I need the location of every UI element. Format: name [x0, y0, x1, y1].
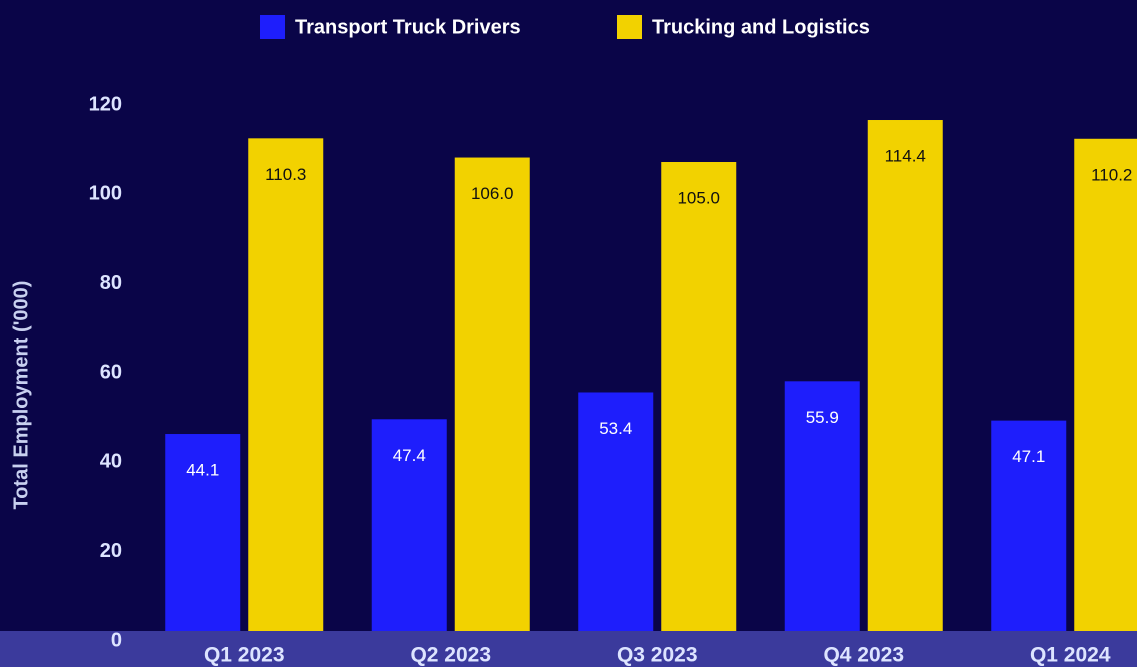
- value-label: 47.4: [393, 446, 426, 465]
- bar: [867, 120, 943, 631]
- x-tick-label: Q2 2023: [410, 644, 491, 667]
- y-tick-label: 40: [100, 451, 122, 473]
- x-tick-label: Q3 2023: [617, 644, 698, 667]
- bar: [578, 392, 654, 631]
- y-tick-label: 80: [100, 272, 122, 294]
- value-label: 110.2: [1091, 165, 1132, 184]
- value-label: 44.1: [186, 461, 219, 480]
- legend-swatch: [617, 15, 642, 39]
- value-label: 53.4: [599, 419, 632, 438]
- legend-swatch: [260, 15, 285, 39]
- x-tick-label: Q1 2024: [1030, 644, 1111, 667]
- y-tick-label: 60: [100, 361, 122, 383]
- legend-label: Trucking and Logistics: [652, 16, 870, 38]
- bar: [661, 162, 737, 631]
- value-label: 47.1: [1012, 447, 1045, 466]
- x-tick-label: Q4 2023: [823, 644, 904, 667]
- value-label: 110.3: [265, 165, 306, 184]
- bar: [248, 138, 324, 631]
- value-label: 55.9: [806, 408, 839, 427]
- value-label: 106.0: [471, 184, 514, 203]
- bar: [1074, 138, 1137, 632]
- value-label: 105.0: [677, 188, 720, 207]
- y-tick-label: 100: [89, 183, 122, 205]
- bar: [371, 419, 447, 631]
- legend-label: Transport Truck Drivers: [295, 16, 521, 38]
- bar: [784, 381, 860, 631]
- y-tick-label: 20: [100, 540, 122, 562]
- y-axis-title: Total Employment ('000): [10, 281, 32, 510]
- value-label: 114.4: [885, 146, 926, 165]
- bar: [991, 420, 1067, 631]
- y-tick-label: 0: [111, 629, 122, 651]
- y-tick-label: 120: [89, 93, 122, 115]
- x-tick-label: Q1 2023: [204, 644, 285, 667]
- axis-band: [0, 631, 1137, 667]
- bar: [165, 434, 241, 631]
- bar: [454, 157, 530, 632]
